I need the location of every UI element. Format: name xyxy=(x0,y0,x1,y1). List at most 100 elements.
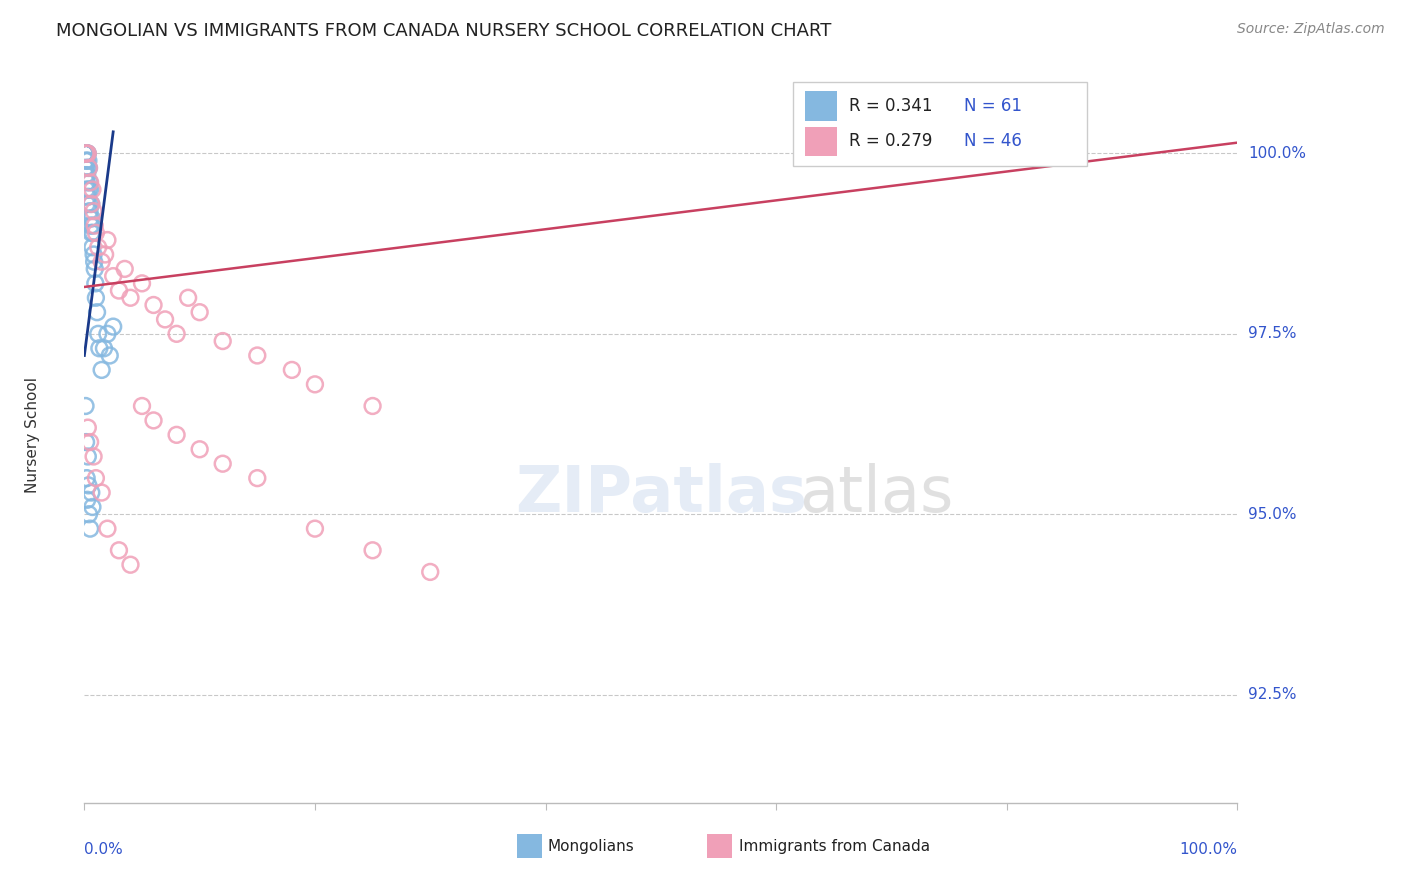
Point xyxy=(142,413,165,427)
Point xyxy=(73,146,96,161)
Text: 100.0%: 100.0% xyxy=(1180,842,1237,856)
Text: ZIPatlas: ZIPatlas xyxy=(515,463,807,524)
Point xyxy=(75,153,97,168)
Point xyxy=(90,254,112,268)
Point xyxy=(83,450,105,464)
Point xyxy=(76,146,98,161)
Point xyxy=(79,522,101,536)
Point xyxy=(87,240,110,254)
Point xyxy=(80,197,103,211)
Point xyxy=(246,471,269,485)
Point xyxy=(188,305,211,319)
Text: R = 0.341: R = 0.341 xyxy=(849,97,932,115)
Point xyxy=(73,161,96,175)
Point xyxy=(75,161,97,175)
Point xyxy=(304,377,326,392)
Point xyxy=(83,204,105,219)
Point xyxy=(361,543,384,558)
Point xyxy=(83,219,105,233)
Text: atlas: atlas xyxy=(799,463,953,524)
Text: Mongolians: Mongolians xyxy=(548,838,634,854)
Text: Immigrants from Canada: Immigrants from Canada xyxy=(740,838,931,854)
Point xyxy=(77,161,100,175)
Point xyxy=(96,326,118,341)
Text: MONGOLIAN VS IMMIGRANTS FROM CANADA NURSERY SCHOOL CORRELATION CHART: MONGOLIAN VS IMMIGRANTS FROM CANADA NURS… xyxy=(56,22,831,40)
Point xyxy=(94,247,117,261)
Point xyxy=(73,146,96,161)
Point xyxy=(83,247,105,261)
Point xyxy=(211,457,233,471)
Point xyxy=(76,450,98,464)
Point xyxy=(361,399,384,413)
Point xyxy=(131,399,153,413)
Point xyxy=(131,277,153,291)
Point xyxy=(76,146,98,161)
Point xyxy=(96,522,118,536)
Point xyxy=(103,319,124,334)
Point xyxy=(75,146,97,161)
Point xyxy=(75,146,97,161)
Text: Nursery School: Nursery School xyxy=(25,376,39,493)
Point xyxy=(76,153,98,168)
Point xyxy=(79,175,101,189)
Point xyxy=(77,197,100,211)
Point xyxy=(83,261,105,276)
Point xyxy=(142,298,165,312)
Point xyxy=(76,161,98,175)
Point xyxy=(84,277,107,291)
Point xyxy=(108,543,131,558)
Point xyxy=(90,485,112,500)
Point xyxy=(77,161,100,175)
Point xyxy=(114,261,136,276)
Point xyxy=(96,233,118,247)
Point xyxy=(80,485,103,500)
Point xyxy=(188,442,211,457)
Point xyxy=(80,211,103,226)
Point xyxy=(75,146,97,161)
Point xyxy=(75,435,97,450)
Point xyxy=(82,182,104,196)
Point xyxy=(90,363,112,377)
Point xyxy=(82,240,104,254)
Point xyxy=(153,312,176,326)
Point xyxy=(79,175,101,189)
Bar xyxy=(517,834,543,858)
Point xyxy=(80,197,103,211)
Point xyxy=(77,478,100,492)
Text: Source: ZipAtlas.com: Source: ZipAtlas.com xyxy=(1237,22,1385,37)
Point xyxy=(246,349,269,363)
Point xyxy=(75,146,97,161)
Text: 97.5%: 97.5% xyxy=(1249,326,1296,342)
Point xyxy=(76,190,98,204)
Point xyxy=(84,226,107,240)
Text: N = 61: N = 61 xyxy=(965,97,1022,115)
Point xyxy=(76,146,98,161)
Point xyxy=(304,522,326,536)
Point xyxy=(79,435,101,450)
Point xyxy=(76,146,98,161)
Point xyxy=(166,326,188,341)
Point xyxy=(79,211,101,226)
Point xyxy=(82,226,104,240)
Text: 100.0%: 100.0% xyxy=(1249,146,1306,161)
Point xyxy=(79,182,101,196)
Point xyxy=(73,146,96,161)
Point xyxy=(79,204,101,219)
Point xyxy=(83,254,105,268)
Point xyxy=(77,153,100,168)
Point xyxy=(76,175,98,189)
Point xyxy=(76,146,98,161)
Point xyxy=(76,492,98,507)
Bar xyxy=(806,91,837,120)
Point xyxy=(75,182,97,196)
Point xyxy=(120,558,142,572)
Text: 0.0%: 0.0% xyxy=(84,842,124,856)
Text: R = 0.279: R = 0.279 xyxy=(849,132,932,150)
Point xyxy=(89,341,111,355)
Point xyxy=(98,349,121,363)
Point xyxy=(80,226,103,240)
Point xyxy=(73,146,96,161)
Bar xyxy=(707,834,733,858)
Point xyxy=(166,427,188,442)
Point xyxy=(75,146,97,161)
